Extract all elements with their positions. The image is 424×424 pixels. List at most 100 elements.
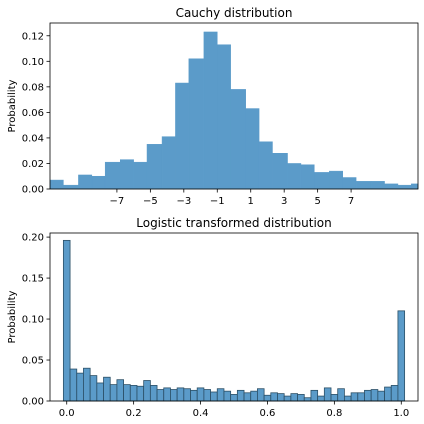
logistic-bar	[183, 388, 191, 402]
logistic-ytick-label: 0.20	[22, 233, 44, 244]
logistic-bar	[390, 385, 399, 402]
logistic-xtick-label: 0.8	[326, 408, 342, 419]
logistic-bar	[384, 386, 392, 402]
cauchy-bar	[300, 164, 315, 190]
logistic-bar	[223, 390, 232, 402]
logistic-bar	[364, 389, 372, 402]
cauchy-bar	[355, 181, 372, 190]
logistic-axes-frame	[49, 232, 419, 402]
cauchy-ytick-label: 0.10	[22, 57, 44, 68]
cauchy-title: Cauchy distribution	[176, 6, 293, 20]
logistic-xtick-label: 0.6	[260, 408, 276, 419]
logistic-bar	[83, 367, 91, 402]
cauchy-xtick-label: 7	[348, 196, 354, 207]
logistic-bar	[149, 385, 158, 402]
cauchy-histogram-panel: 0.00 0.02 0.04 0.06 0.08 0.10 0.12 −7 −5 −3 −1 1 3 5 7…	[7, 6, 419, 207]
cauchy-ylabel: Probability	[7, 79, 18, 132]
cauchy-ytick-label: 0.08	[22, 82, 44, 93]
logistic-xtick-label: 0.4	[193, 408, 209, 419]
cauchy-xtick-label: −3	[176, 196, 191, 207]
logistic-bar	[230, 394, 238, 402]
logistic-bar	[62, 239, 71, 402]
cauchy-ytick-label: 0.12	[22, 31, 44, 42]
logistic-bar	[176, 387, 185, 402]
logistic-bar	[263, 394, 272, 402]
cauchy-bar	[78, 174, 93, 190]
cauchy-bar	[217, 44, 231, 190]
logistic-bar	[196, 387, 205, 402]
cauchy-ytick-label: 0.06	[22, 108, 44, 119]
logistic-bar	[116, 379, 125, 402]
cauchy-bar	[161, 136, 176, 190]
cauchy-bar	[411, 183, 419, 190]
logistic-bar	[76, 372, 84, 402]
cauchy-bar	[63, 184, 79, 190]
logistic-bar	[203, 389, 211, 402]
cauchy-ytick-label: 0.04	[22, 133, 44, 144]
cauchy-bar	[188, 58, 205, 190]
logistic-bar	[310, 389, 319, 402]
logistic-bar	[89, 375, 98, 402]
logistic-bar	[257, 388, 265, 402]
logistic-bar	[297, 394, 305, 402]
logistic-bar	[350, 392, 359, 402]
cauchy-xtick-label: −1	[210, 196, 225, 207]
logistic-bar	[283, 395, 292, 402]
logistic-bars	[62, 239, 406, 402]
logistic-bar	[210, 391, 218, 402]
cauchy-ytick-label: 0.00	[22, 185, 44, 196]
logistic-xtick-label: 1.0	[393, 408, 409, 419]
logistic-bar	[377, 390, 385, 402]
cauchy-bar	[287, 163, 302, 190]
logistic-xtick-label: 0.2	[126, 408, 142, 419]
logistic-bar	[143, 380, 151, 402]
cauchy-bar	[258, 141, 273, 190]
cauchy-bar	[384, 183, 399, 190]
logistic-bar	[163, 387, 171, 402]
cauchy-bar	[146, 144, 163, 190]
logistic-ytick-label: 0.05	[22, 356, 44, 367]
cauchy-bar	[329, 170, 343, 190]
logistic-bar	[250, 390, 258, 402]
cauchy-bar	[342, 177, 357, 190]
logistic-ytick-label: 0.15	[22, 274, 44, 285]
cauchy-bar	[104, 161, 121, 190]
cauchy-axes-frame	[49, 22, 419, 190]
logistic-bar	[243, 392, 252, 402]
logistic-bar	[136, 385, 145, 402]
cauchy-xtick-label: −7	[110, 196, 125, 207]
cauchy-bar	[397, 184, 412, 190]
cauchy-xtick-label: −5	[143, 196, 158, 207]
cauchy-bar	[120, 159, 134, 190]
logistic-bar	[170, 389, 178, 402]
logistic-ylabel: Probability	[7, 290, 18, 343]
logistic-bar	[69, 368, 78, 402]
cauchy-ytick-label: 0.02	[22, 159, 44, 170]
cauchy-bar	[203, 31, 218, 190]
logistic-bar	[397, 310, 406, 402]
logistic-bar	[330, 394, 339, 402]
cauchy-bar	[133, 161, 148, 190]
logistic-bar	[236, 389, 245, 402]
logistic-bar	[277, 393, 285, 402]
logistic-bar	[270, 392, 278, 402]
logistic-histogram-panel: 0.00 0.05 0.10 0.15 0.20 0.0 0.2 0.4 0.6 0.8 1.0 Lo…	[7, 216, 419, 419]
logistic-bar	[103, 376, 111, 402]
logistic-bar	[129, 385, 138, 402]
logistic-bar	[303, 397, 312, 402]
logistic-bar	[323, 387, 332, 402]
cauchy-bar	[91, 175, 106, 190]
cauchy-bar	[314, 172, 330, 190]
logistic-bar	[216, 388, 225, 402]
cauchy-bars	[49, 31, 419, 190]
logistic-bar	[343, 395, 352, 402]
logistic-xtick-label: 0.0	[59, 408, 75, 419]
logistic-bar	[357, 392, 365, 402]
logistic-bar	[337, 388, 345, 402]
logistic-bar	[190, 389, 198, 402]
cauchy-xtick-label: 3	[281, 196, 287, 207]
logistic-bar	[317, 395, 325, 402]
logistic-bar	[156, 389, 165, 402]
logistic-bar	[290, 393, 298, 402]
